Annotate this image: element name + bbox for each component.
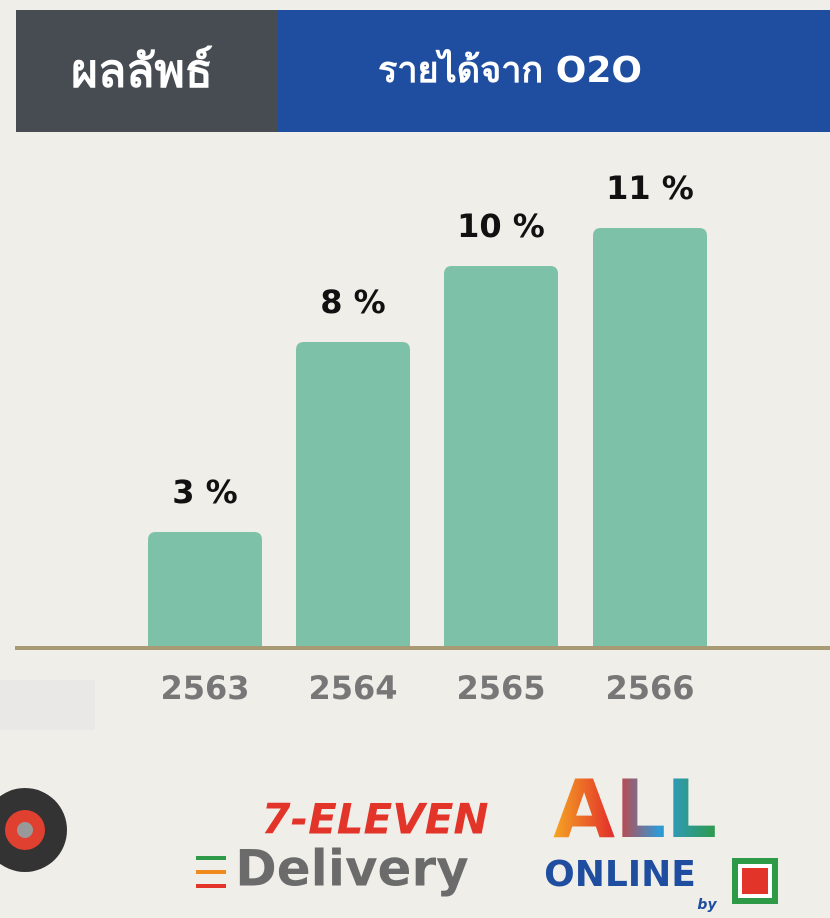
seven-eleven-text: 7-ELEVEN: [261, 795, 488, 844]
x-tick-label: 2566: [605, 669, 694, 707]
online-text: ONLINE: [544, 854, 696, 895]
value-label: 10 %: [457, 207, 545, 245]
value-label: 11 %: [606, 169, 694, 207]
bar: [296, 342, 410, 646]
delivery-logo: 7-ELEVEN Delivery: [196, 795, 489, 898]
all-text: ALL: [553, 763, 717, 856]
x-tick-label: 2565: [456, 669, 545, 707]
chart-title: รายได้จาก O2O: [378, 48, 642, 91]
delivery-text: Delivery: [235, 840, 468, 898]
all-online-logo: ALL ONLINE by: [544, 763, 778, 913]
bar: [593, 228, 707, 646]
value-label: 8 %: [320, 283, 385, 321]
scooter: [0, 680, 95, 872]
header-label: ผลลัพธ์: [71, 44, 213, 98]
header-label-box: [16, 10, 278, 132]
bar: [148, 532, 262, 646]
bar: [444, 266, 558, 646]
x-tick-label: 2564: [308, 669, 397, 707]
header-title-box: [278, 10, 830, 132]
x-tick-label: 2563: [160, 669, 249, 707]
by-text: by: [697, 897, 717, 913]
value-label: 3 %: [172, 473, 237, 511]
